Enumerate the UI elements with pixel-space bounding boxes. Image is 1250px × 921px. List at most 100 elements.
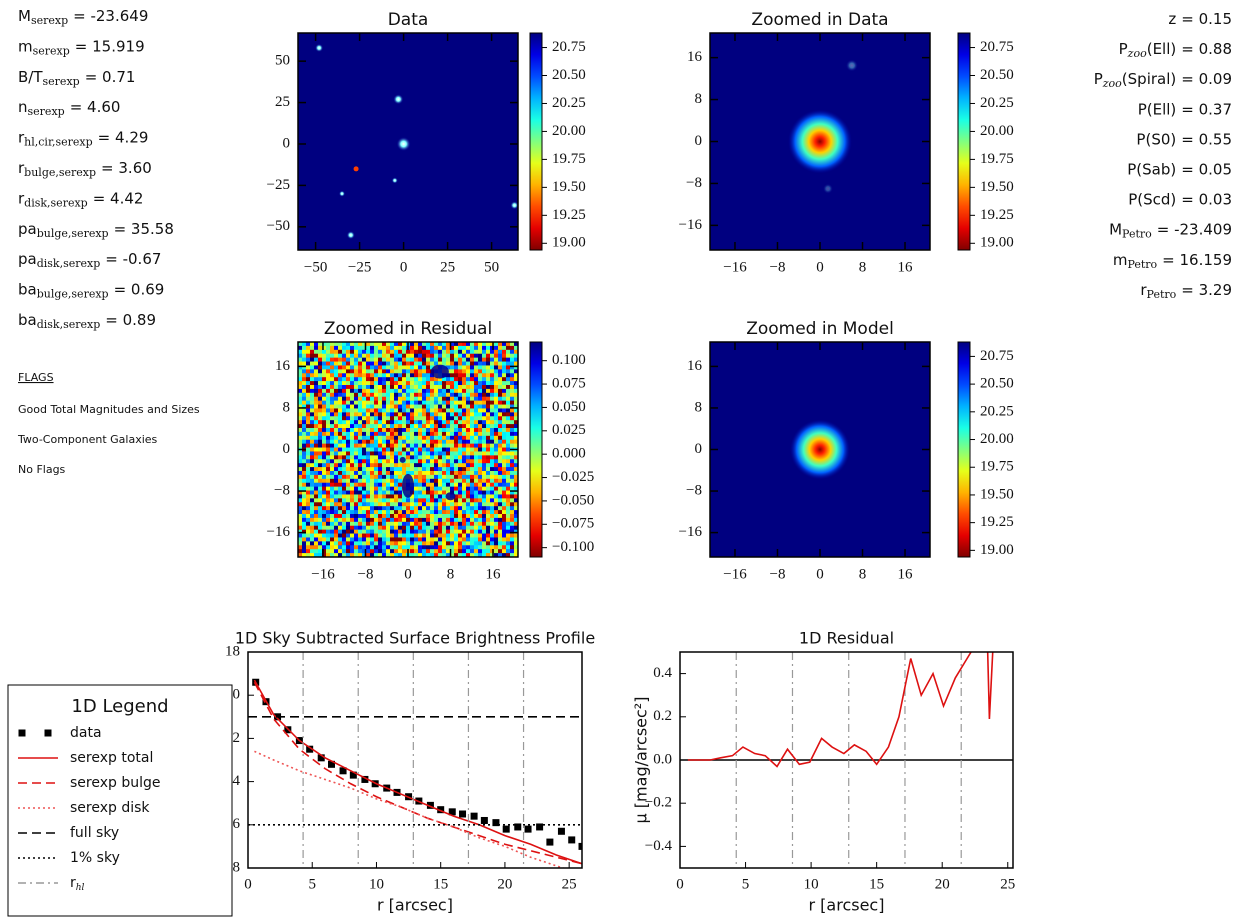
noise-pixel — [442, 361, 447, 366]
noise-pixel — [430, 498, 435, 503]
noise-pixel — [422, 392, 427, 398]
noise-pixel — [506, 345, 511, 351]
noise-pixel — [490, 424, 495, 429]
noise-pixel — [450, 510, 455, 515]
noise-pixel — [330, 451, 335, 456]
noise-pixel — [378, 396, 383, 402]
param-subscript: disk,serexp — [24, 196, 88, 209]
noise-pixel — [394, 420, 399, 425]
noise-pixel — [514, 373, 518, 378]
noise-pixel — [394, 365, 399, 370]
noise-pixel — [498, 428, 503, 433]
noise-pixel — [378, 455, 383, 460]
noise-pixel — [426, 424, 431, 429]
noise-pixel — [334, 471, 339, 476]
noise-pixel — [450, 502, 455, 507]
noise-pixel — [510, 365, 515, 370]
noise-pixel — [386, 478, 391, 484]
noise-pixel — [314, 392, 319, 398]
noise-pixel — [310, 385, 315, 390]
noise-pixel — [418, 471, 423, 476]
noise-pixel — [442, 541, 447, 546]
noise-pixel — [342, 451, 347, 456]
noise-pixel — [462, 502, 467, 507]
noise-pixel — [422, 529, 427, 534]
noise-pixel — [338, 545, 343, 550]
noise-pixel — [514, 408, 518, 413]
noise-pixel — [470, 459, 475, 464]
noise-pixel — [310, 521, 315, 527]
noise-pixel — [330, 549, 335, 554]
noise-pixel — [466, 514, 471, 519]
noise-pixel — [334, 412, 339, 417]
noise-pixel — [338, 342, 343, 347]
noise-pixel — [326, 494, 331, 499]
noise-pixel — [498, 353, 503, 359]
y-tick-label: 0 — [283, 441, 291, 457]
noise-pixel — [362, 451, 367, 456]
noise-pixel — [510, 490, 515, 495]
noise-pixel — [362, 541, 367, 546]
noise-pixel — [434, 521, 439, 527]
noise-pixel — [506, 545, 511, 550]
param-symbol: pa — [18, 250, 37, 268]
noise-pixel — [462, 490, 467, 495]
noise-pixel — [498, 416, 503, 421]
noise-pixel — [430, 451, 435, 456]
noise-pixel — [506, 369, 511, 374]
noise-pixel — [494, 486, 499, 491]
colorbar-tick-label: 19.75 — [980, 151, 1014, 167]
noise-pixel — [390, 533, 395, 538]
y-tick-label: −16 — [679, 524, 703, 540]
noise-pixel — [402, 467, 407, 472]
noise-pixel — [366, 545, 371, 550]
noise-pixel — [382, 373, 387, 378]
noise-pixel — [462, 463, 467, 468]
param-value: = 15.919 — [75, 37, 145, 55]
noise-pixel — [466, 428, 471, 433]
noise-pixel — [422, 451, 427, 456]
noise-pixel — [422, 408, 427, 413]
noise-pixel — [506, 514, 511, 519]
noise-pixel — [326, 502, 331, 507]
colorbar-tick-label: 20.75 — [980, 348, 1014, 364]
noise-pixel — [390, 373, 395, 378]
noise-pixel — [442, 404, 447, 409]
noise-pixel — [510, 369, 515, 374]
noise-pixel — [418, 361, 423, 366]
noise-pixel — [478, 345, 483, 351]
noise-pixel — [454, 416, 459, 421]
noise-pixel — [494, 361, 499, 366]
noise-pixel — [470, 553, 475, 557]
noise-pixel — [514, 467, 518, 472]
y-tick-label: 16 — [275, 358, 291, 374]
noise-pixel — [450, 349, 455, 355]
noise-pixel — [418, 486, 423, 491]
noise-pixel — [506, 463, 511, 468]
noise-pixel — [438, 498, 443, 503]
noise-pixel — [310, 408, 315, 413]
noise-pixel — [462, 361, 467, 366]
noise-pixel — [478, 455, 483, 460]
noise-pixel — [414, 525, 419, 531]
noise-pixel — [498, 424, 503, 429]
noise-pixel — [302, 463, 307, 468]
x-tick-label: −16 — [311, 566, 335, 582]
param-text: P(S0) = 0.55 — [1136, 130, 1232, 148]
noise-pixel — [426, 494, 431, 499]
noise-pixel — [370, 404, 375, 409]
noise-pixel — [438, 431, 443, 437]
noise-pixel — [346, 447, 351, 452]
noise-pixel — [394, 490, 399, 495]
noise-pixel — [422, 455, 427, 460]
noise-pixel — [478, 404, 483, 409]
noise-pixel — [438, 545, 443, 550]
noise-pixel — [502, 377, 507, 382]
noise-pixel — [318, 502, 323, 507]
noise-pixel — [306, 498, 311, 503]
noise-pixel — [426, 478, 431, 484]
noise-pixel — [362, 549, 367, 554]
noise-pixel — [514, 431, 518, 437]
noise-pixel — [458, 400, 463, 405]
noise-pixel — [514, 521, 518, 527]
